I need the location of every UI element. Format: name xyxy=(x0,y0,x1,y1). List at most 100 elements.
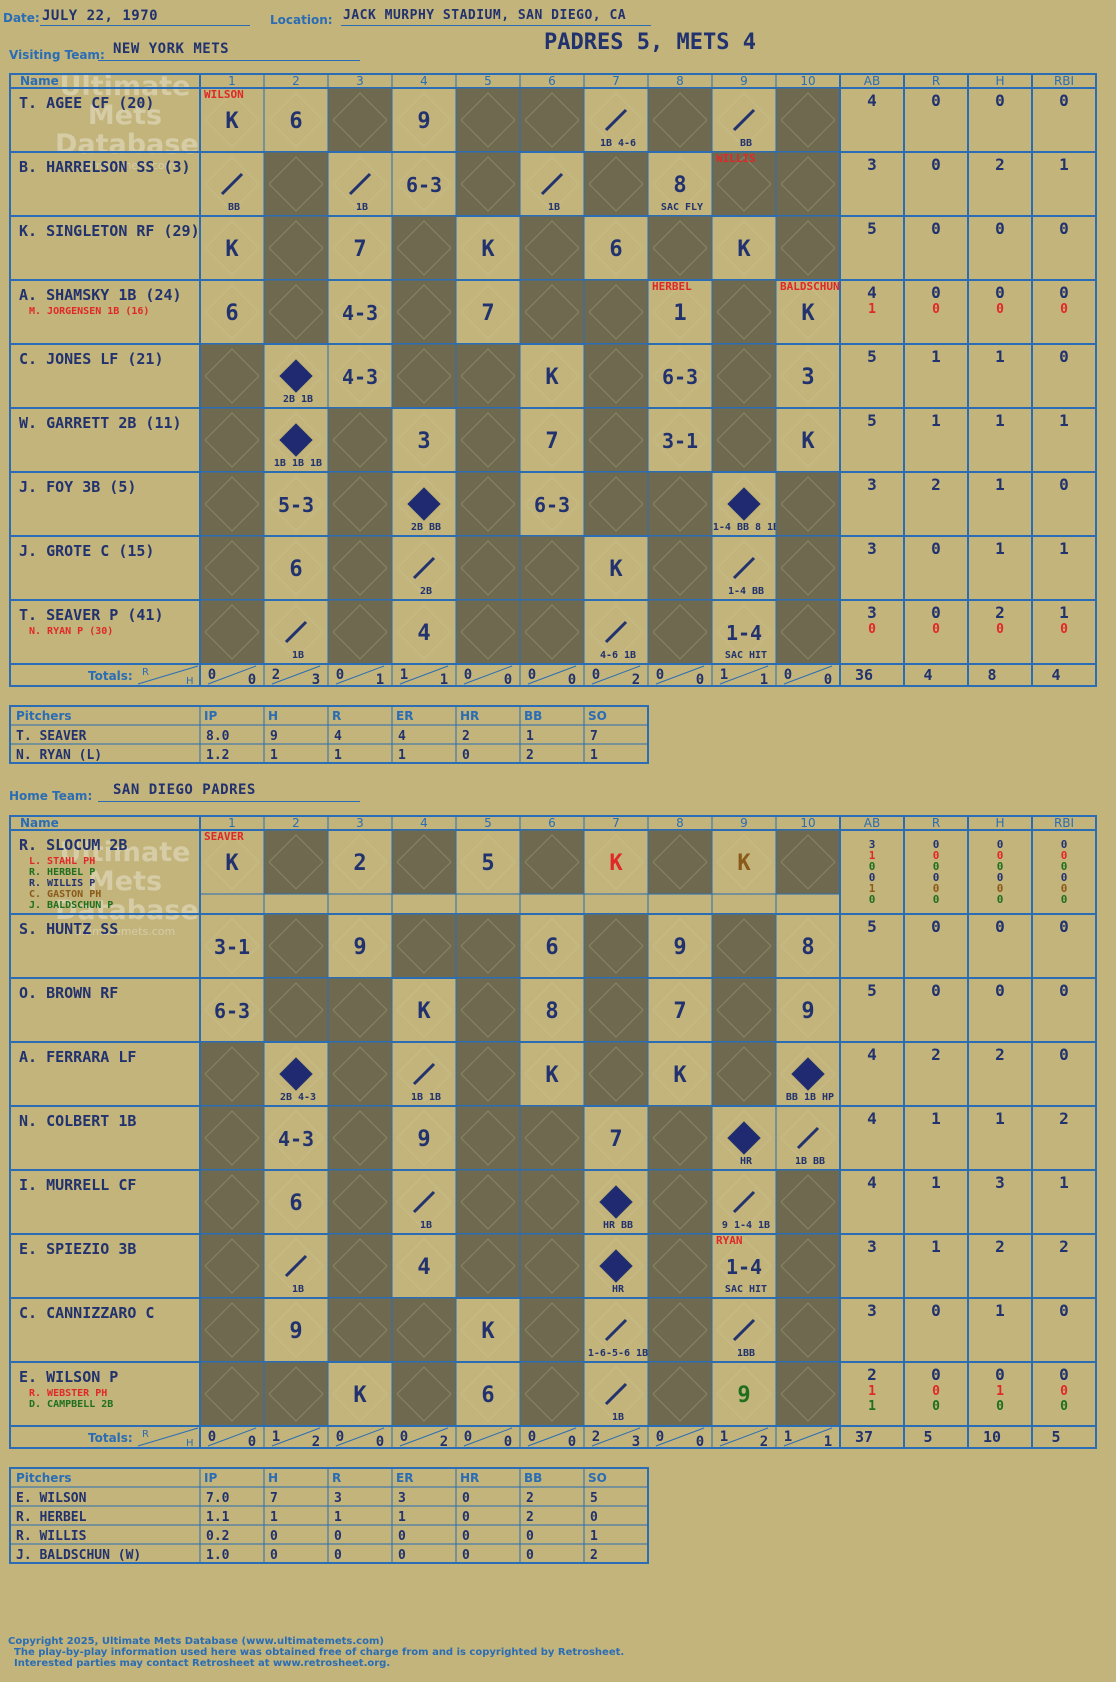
visitor-stat-value: 0 xyxy=(996,622,1004,637)
home-inning-cell xyxy=(199,1361,265,1427)
home-totals-slash xyxy=(137,1427,199,1447)
home-play-mark: K xyxy=(417,999,431,1024)
home-diamond xyxy=(396,1302,452,1358)
home-run-scored-diamond xyxy=(791,1057,825,1091)
visitor-play-mark: 6-3 xyxy=(662,365,698,389)
visitor-diamond xyxy=(396,348,452,404)
home-inning-cell xyxy=(647,1361,713,1427)
home-stat-value: 0 xyxy=(1060,1399,1068,1414)
visitor-stat-value: 0 xyxy=(1060,622,1068,637)
home-diamond xyxy=(716,1238,772,1294)
visitor-inning-runs: 1 xyxy=(720,667,728,683)
home-diamond xyxy=(332,982,388,1038)
home-inning-cell xyxy=(199,1105,265,1171)
visitor-diamond xyxy=(524,476,580,532)
visitor-sub-name: M. JORGENSEN 1B (16) xyxy=(29,306,149,317)
home-inning-hits: 3 xyxy=(632,1434,640,1450)
home-hit-line xyxy=(412,1062,436,1086)
home-play-mark: K xyxy=(353,1383,367,1408)
visitor-batter-name: J. GROTE C (15) xyxy=(19,542,154,560)
home-play-mark: 3-1 xyxy=(214,935,250,959)
visitor-play-note: 1-4 BB xyxy=(728,586,764,597)
visitor-game-total: 4 xyxy=(923,666,932,684)
visitor-stat-value: 0 xyxy=(932,302,940,317)
home-diamond xyxy=(524,918,580,974)
home-inning-cell xyxy=(199,1297,265,1363)
visitor-diamond xyxy=(780,540,836,596)
visitor-stat-value: 1 xyxy=(995,475,1005,494)
visitor-play-mark: 4-3 xyxy=(342,301,378,325)
visitor-diamond xyxy=(716,348,772,404)
home-play-mark: K xyxy=(225,851,239,876)
visitor-inning-hits: 1 xyxy=(376,672,384,688)
visitor-play-note: 2B BB xyxy=(411,522,441,533)
home-totals-slash xyxy=(335,1427,385,1447)
home-stat-header-rbi: RBI xyxy=(1054,816,1074,830)
home-diamond xyxy=(460,1302,516,1358)
visitor-diamond xyxy=(780,604,836,660)
home-play-mark: K xyxy=(609,851,623,876)
visitor-play-mark: 9 xyxy=(417,109,430,134)
home-hit-line xyxy=(284,1254,308,1278)
visitor-play-note: BB xyxy=(740,138,752,149)
home-run-scored-diamond xyxy=(599,1185,633,1219)
home-diamond xyxy=(652,1110,708,1166)
visitor-stat-header-r: R xyxy=(932,74,940,88)
home-stat-value: 3 xyxy=(867,1301,877,1320)
home-diamond xyxy=(716,1366,772,1422)
home-totals-slash xyxy=(591,1427,641,1447)
visitor-diamond xyxy=(780,284,836,340)
visitor-batter-name: K. SINGLETON RF (29) xyxy=(19,222,200,240)
visitor-diamond xyxy=(460,412,516,468)
visitor-diamond xyxy=(524,348,580,404)
visitor-inning-hits: 0 xyxy=(248,672,256,688)
visitor-stat-value: 5 xyxy=(867,347,877,366)
visitor-play-mark: 6 xyxy=(289,109,302,134)
home-play-mark: 9 xyxy=(673,935,686,960)
home-inning-hits: 0 xyxy=(568,1434,576,1450)
visitor-play-mark: 3 xyxy=(801,365,814,390)
home-stat-value: 0 xyxy=(1061,871,1068,884)
home-stat-value: 1 xyxy=(995,1109,1005,1128)
visitor-stat-value: 0 xyxy=(932,622,940,637)
home-play-mark: 7 xyxy=(673,999,686,1024)
home-play-mark: 1-4 xyxy=(726,1255,762,1279)
home-stat-value: 0 xyxy=(995,981,1005,1000)
footer-contact: Interested parties may contact Retroshee… xyxy=(14,1658,391,1669)
home-inning-runs: 0 xyxy=(336,1429,344,1445)
visitor-pitcher-stat: 1 xyxy=(590,748,598,763)
visitor-diamond xyxy=(780,220,836,276)
home-play-note: SAC HIT xyxy=(725,1284,767,1295)
visitor-stat-value: 2 xyxy=(995,603,1005,622)
home-inning-cell xyxy=(647,1105,713,1171)
visitor-diamond xyxy=(332,92,388,148)
home-inning-runs: 0 xyxy=(208,1429,216,1445)
home-stat-value: 2 xyxy=(995,1237,1005,1256)
visitor-inning-cell xyxy=(519,215,585,281)
home-diamond xyxy=(268,1302,324,1358)
visitor-diamond xyxy=(588,348,644,404)
home-play-mark: 6-3 xyxy=(214,999,250,1023)
visitor-pitcher-stat: 8.0 xyxy=(206,729,230,744)
home-diamond xyxy=(524,1238,580,1294)
home-inning-hits: 0 xyxy=(504,1434,512,1450)
home-pitcher-stat: 0 xyxy=(462,1529,470,1544)
visitor-inning-header-5: 5 xyxy=(484,74,492,88)
home-inning-hits: 0 xyxy=(248,1434,256,1450)
visitor-inning-cell xyxy=(583,407,649,473)
home-play-mark: 2 xyxy=(353,851,366,876)
visitor-inning-runs: 0 xyxy=(464,667,472,683)
home-stat-header-h: H xyxy=(995,816,1004,830)
home-pitcher-stat: 0 xyxy=(526,1548,534,1563)
visitor-stat-value: 1 xyxy=(931,347,941,366)
home-diamond xyxy=(460,1366,516,1422)
home-inning-header-5: 5 xyxy=(484,816,492,830)
visitor-diamond xyxy=(588,540,644,596)
home-stat-value: 2 xyxy=(1059,1237,1069,1256)
visitor-stat-value: 3 xyxy=(867,539,877,558)
home-batter-name: E. SPIEZIO 3B xyxy=(19,1240,136,1258)
visitor-totals-slash xyxy=(527,665,577,685)
visitor-inning-header-9: 9 xyxy=(740,74,748,88)
visitor-totals-slash xyxy=(655,665,705,685)
visitor-inning-runs: 1 xyxy=(400,667,408,683)
